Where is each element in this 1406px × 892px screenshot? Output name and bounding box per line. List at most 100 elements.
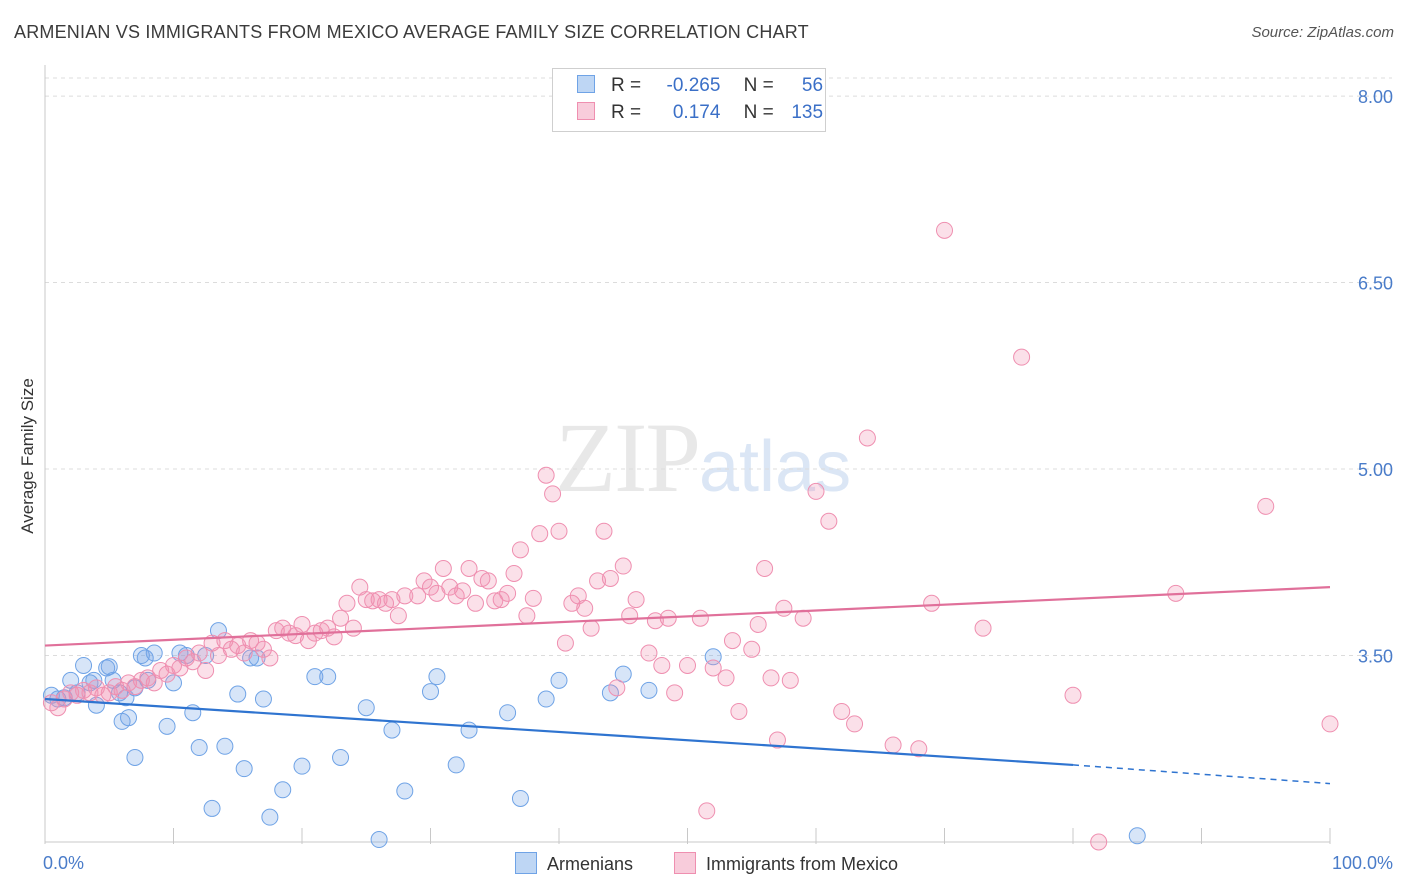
armenian-point (165, 674, 182, 692)
mexico-point (383, 591, 401, 609)
mexico-point (653, 656, 671, 674)
mexico-point (190, 644, 208, 662)
mexico-point (338, 594, 356, 612)
mexico-point (100, 684, 118, 702)
mexico-point (434, 559, 452, 577)
armenian-point (383, 721, 401, 739)
armenian-point (229, 685, 247, 703)
y-tick-label: 3.50 (1358, 647, 1393, 667)
mexico-point (1064, 686, 1082, 704)
mexico-point (556, 634, 574, 652)
armenian-point (261, 808, 279, 826)
mexico-point (910, 740, 928, 758)
mexico-point (749, 615, 767, 633)
mexico-point (1090, 833, 1108, 851)
armenian-point (158, 717, 176, 735)
armenian-trend-extension (1072, 764, 1331, 785)
mexico-point (756, 559, 774, 577)
armenian-point (274, 781, 292, 799)
armenian-point (614, 665, 632, 683)
legend-row-mexico: R = 0.174 N = 135 (577, 102, 823, 126)
mexico-point (197, 661, 215, 679)
correlation-legend: R = -0.265 N = 56 R = 0.174 N = 135 (552, 68, 826, 132)
mexico-point (608, 679, 626, 697)
mexico-point (923, 594, 941, 612)
mexico-point (499, 584, 517, 602)
armenian-point (550, 671, 568, 689)
source-label: Source: ZipAtlas.com (1251, 24, 1394, 41)
mexico-point (254, 640, 272, 658)
bottom-legend-armenians: Armenians (515, 852, 633, 875)
y-tick-label: 5.00 (1358, 460, 1393, 480)
mexico-point (344, 619, 362, 637)
mexico-point (1257, 497, 1275, 515)
mexico-point (422, 578, 439, 596)
mexico-point (846, 715, 864, 733)
mexico-point (261, 649, 279, 667)
mexico-point (723, 632, 741, 650)
mexico-point (550, 522, 568, 540)
legend-r-value: 0.174 (672, 102, 721, 123)
mexico-point (614, 557, 632, 575)
mexico-point (486, 592, 504, 610)
mexico-point (524, 589, 542, 607)
legend-n-value: 56 (801, 75, 824, 96)
mexico-point (479, 572, 497, 590)
armenian-point (203, 799, 221, 817)
mexico-point (640, 644, 658, 662)
x-tick-label: 0.0% (43, 853, 84, 873)
mexico-point (332, 609, 350, 627)
bottom-legend-label-armenians: Armenians (547, 854, 634, 874)
armenian-point (126, 748, 144, 766)
legend-r-value: -0.265 (666, 75, 721, 96)
y-tick-label: 8.00 (1358, 87, 1393, 107)
mexico-point (794, 609, 812, 627)
armenian-point (306, 668, 324, 686)
mexico-point (717, 669, 735, 687)
mexico-point (858, 429, 876, 447)
armenian-point (511, 789, 529, 807)
mexico-trend-line (44, 586, 1331, 647)
armenian-point (428, 668, 446, 686)
mexico-point (396, 587, 414, 605)
mexico-point (454, 582, 472, 600)
mexico-point (1321, 715, 1339, 733)
legend-swatch-armenians (577, 75, 595, 93)
mexico-point (544, 485, 562, 503)
mexico-point (518, 607, 536, 625)
legend-row-armenians: R = -0.265 N = 56 (577, 75, 823, 99)
mexico-point (743, 640, 761, 658)
armenian-point (537, 690, 555, 708)
mexico-point (184, 653, 202, 671)
armenian-point (120, 709, 138, 727)
watermark-atlas: atlas (699, 427, 852, 507)
mexico-point (762, 669, 780, 687)
y-tick-label: 6.50 (1358, 274, 1393, 294)
x-tick-label: 100.0% (1332, 853, 1393, 873)
armenian-point (370, 831, 388, 849)
armenian-point (422, 683, 439, 701)
mexico-point (679, 656, 696, 674)
mexico-point (666, 684, 684, 702)
armenian-point (293, 757, 311, 775)
mexico-point (974, 619, 992, 637)
armenian-point (1128, 827, 1146, 845)
armenian-point (235, 760, 253, 778)
watermark: ZIPatlas (555, 400, 851, 515)
mexico-point (936, 221, 953, 239)
mexico-point (884, 736, 902, 754)
mexico-point (364, 592, 382, 610)
armenian-point (100, 658, 118, 676)
mexico-point (627, 591, 645, 609)
mexico-point (601, 569, 619, 587)
bottom-legend-mexico: Immigrants from Mexico (674, 852, 898, 875)
mexico-point (1013, 348, 1031, 366)
mexico-point (820, 512, 838, 530)
legend-swatch-mexico (577, 102, 595, 120)
mexico-point (730, 702, 748, 720)
armenian-point (499, 704, 517, 722)
mexico-point (781, 671, 799, 689)
armenian-point (190, 739, 208, 757)
armenian-point (396, 782, 414, 800)
